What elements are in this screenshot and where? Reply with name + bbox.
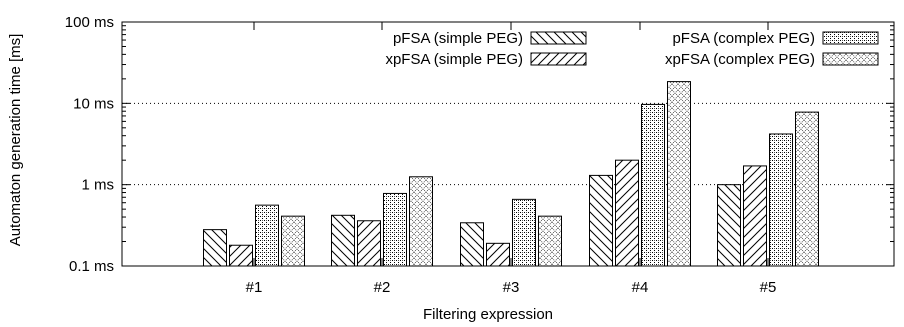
bar-expr-2-series-1 xyxy=(331,214,355,267)
bar-expr-3-series-2 xyxy=(486,242,510,267)
bar-expr-3-series-1 xyxy=(460,222,484,267)
bar-expr-5-series-2 xyxy=(743,165,767,267)
bar-expr-2-series-3 xyxy=(383,192,407,267)
y-tick-label: 10 ms xyxy=(73,95,114,112)
legend-label: pFSA (complex PEG) xyxy=(672,30,815,47)
x-tick-label: #3 xyxy=(503,279,520,296)
x-tick-label: #4 xyxy=(632,279,649,296)
legend-label: xpFSA (complex PEG) xyxy=(665,51,815,68)
x-tick-label: #1 xyxy=(246,279,263,296)
bar-expr-1-series-4 xyxy=(281,215,305,267)
bar-expr-3-series-3 xyxy=(512,198,536,267)
plot-frame xyxy=(121,21,895,267)
bar-expr-1-series-1 xyxy=(203,229,227,267)
legend-label: xpFSA (simple PEG) xyxy=(385,51,523,68)
legend-label: pFSA (simple PEG) xyxy=(393,30,523,47)
bar-expr-5-series-1 xyxy=(717,184,741,267)
bar-expr-5-series-3 xyxy=(769,133,793,267)
bar-expr-1-series-3 xyxy=(255,204,279,267)
y-tick-label: 0.1 ms xyxy=(69,258,114,275)
bar-expr-1-series-2 xyxy=(229,244,253,267)
bar-expr-5-series-4 xyxy=(795,111,819,267)
bar-expr-2-series-2 xyxy=(357,220,381,267)
y-tick-label: 1 ms xyxy=(81,177,114,194)
legend-swatch xyxy=(822,52,879,66)
legend-swatch xyxy=(530,52,587,66)
bar-expr-4-series-3 xyxy=(641,103,665,267)
y-axis-label: Automaton generation time [ms] xyxy=(7,34,24,247)
bar-expr-4-series-4 xyxy=(667,81,691,267)
bar-expr-3-series-4 xyxy=(538,215,562,267)
legend-swatch xyxy=(822,31,879,45)
bar-expr-4-series-1 xyxy=(589,174,613,267)
x-axis-label: Filtering expression xyxy=(423,306,553,323)
legend-swatch xyxy=(530,31,587,45)
bar-expr-2-series-4 xyxy=(409,176,433,267)
y-tick-label: 100 ms xyxy=(65,14,114,31)
x-tick-label: #5 xyxy=(760,279,777,296)
x-tick-label: #2 xyxy=(374,279,391,296)
bar-expr-4-series-2 xyxy=(615,159,639,267)
legend: pFSA (simple PEG) xpFSA (simple PEG) pFSA … xyxy=(385,30,879,68)
